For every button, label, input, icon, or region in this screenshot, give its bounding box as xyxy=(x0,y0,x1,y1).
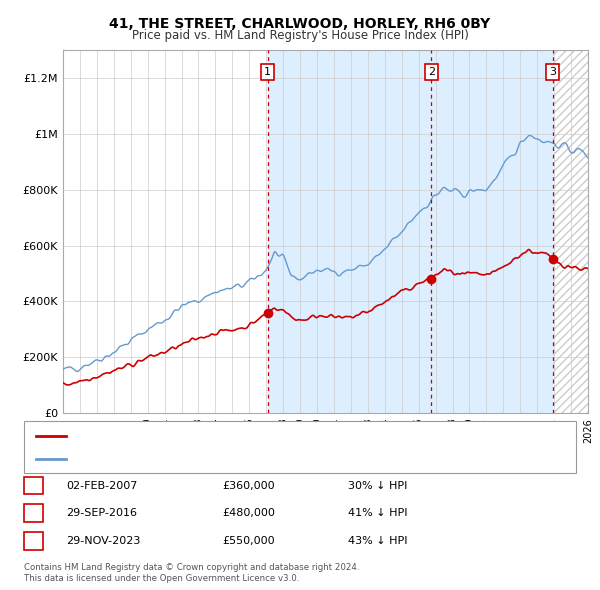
Text: 41% ↓ HPI: 41% ↓ HPI xyxy=(348,509,407,518)
Text: 30% ↓ HPI: 30% ↓ HPI xyxy=(348,481,407,490)
Text: 2: 2 xyxy=(30,509,37,518)
Text: HPI: Average price, detached house, Mole Valley: HPI: Average price, detached house, Mole… xyxy=(69,454,321,464)
Text: 3: 3 xyxy=(549,67,556,77)
Text: 41, THE STREET, CHARLWOOD, HORLEY, RH6 0BY (detached house): 41, THE STREET, CHARLWOOD, HORLEY, RH6 0… xyxy=(69,431,421,441)
Text: 41, THE STREET, CHARLWOOD, HORLEY, RH6 0BY: 41, THE STREET, CHARLWOOD, HORLEY, RH6 0… xyxy=(109,17,491,31)
Text: 29-NOV-2023: 29-NOV-2023 xyxy=(66,536,140,546)
Text: Contains HM Land Registry data © Crown copyright and database right 2024.: Contains HM Land Registry data © Crown c… xyxy=(24,563,359,572)
Text: 29-SEP-2016: 29-SEP-2016 xyxy=(66,509,137,518)
Text: 1: 1 xyxy=(30,481,37,490)
Bar xyxy=(268,50,553,413)
Text: £550,000: £550,000 xyxy=(222,536,275,546)
Text: £480,000: £480,000 xyxy=(222,509,275,518)
Text: 3: 3 xyxy=(30,536,37,546)
Text: This data is licensed under the Open Government Licence v3.0.: This data is licensed under the Open Gov… xyxy=(24,574,299,583)
Text: 2: 2 xyxy=(428,67,435,77)
Text: 02-FEB-2007: 02-FEB-2007 xyxy=(66,481,137,490)
Text: 1: 1 xyxy=(264,67,271,77)
Text: Price paid vs. HM Land Registry's House Price Index (HPI): Price paid vs. HM Land Registry's House … xyxy=(131,30,469,42)
Bar xyxy=(553,50,588,413)
Text: £360,000: £360,000 xyxy=(222,481,275,490)
Text: 43% ↓ HPI: 43% ↓ HPI xyxy=(348,536,407,546)
